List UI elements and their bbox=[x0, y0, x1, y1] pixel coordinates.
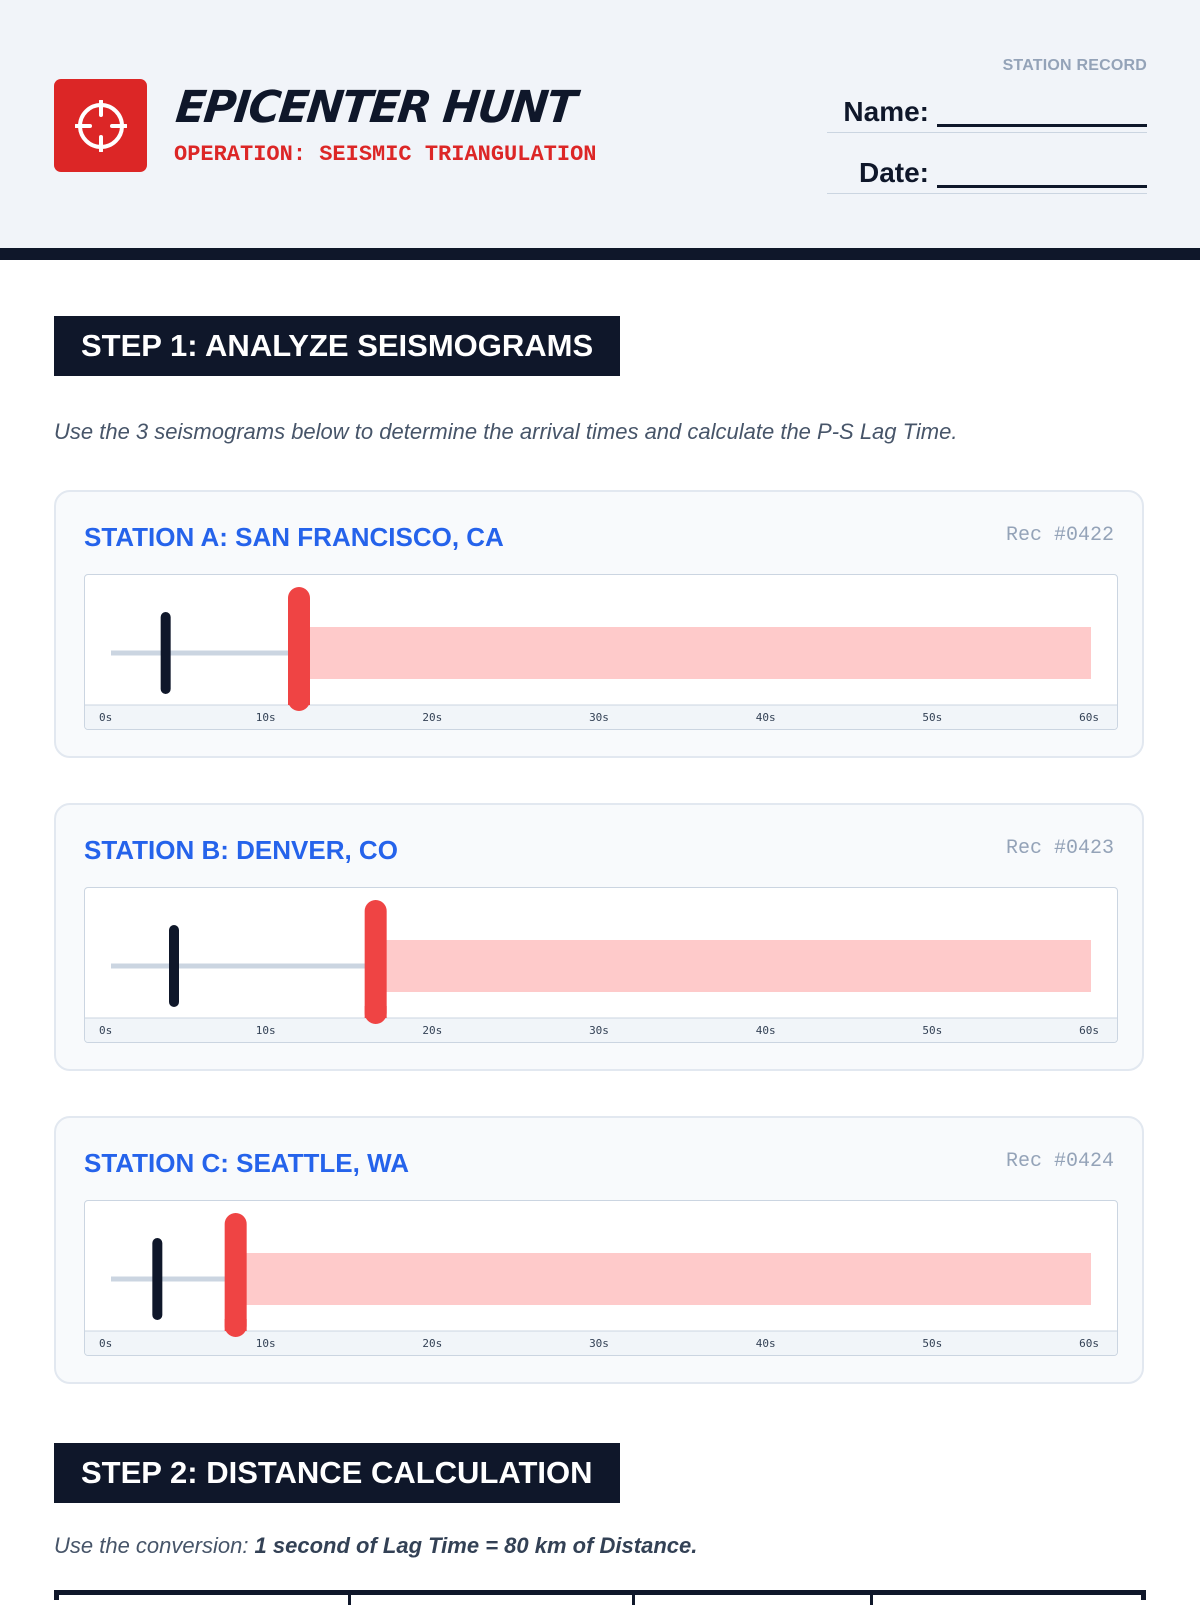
date-field[interactable]: Date: bbox=[827, 153, 1147, 194]
s-wave-band bbox=[235, 1253, 1091, 1305]
s-wave-marker-base bbox=[364, 1006, 387, 1018]
tick-label: 40s bbox=[756, 1024, 776, 1037]
station-card: STATION B: DENVER, CO Rec #0423 0s 10s 20s… bbox=[54, 803, 1144, 1071]
tick-label: 0s bbox=[99, 1024, 112, 1037]
station-record-number: Rec #0423 bbox=[1005, 837, 1114, 860]
s-wave-band bbox=[375, 940, 1092, 992]
s-wave-marker-base bbox=[288, 693, 310, 705]
name-blank-line[interactable] bbox=[937, 98, 1147, 127]
table-column-divider bbox=[870, 1595, 873, 1605]
date-label: Date: bbox=[858, 157, 929, 188]
station-record-number: Rec #0424 bbox=[1005, 1150, 1114, 1173]
s-wave-marker-base bbox=[224, 1319, 247, 1331]
s-wave-marker bbox=[288, 587, 310, 711]
tick-label: 10s bbox=[256, 1337, 276, 1350]
time-axis-strip bbox=[85, 1331, 1117, 1355]
distance-table-top bbox=[54, 1590, 1146, 1605]
s-wave-marker bbox=[224, 1213, 247, 1337]
table-column-divider bbox=[348, 1595, 351, 1605]
station-title: STATION C: SEATTLE, WA bbox=[84, 1148, 409, 1178]
step2-instruction-prefix: Use the conversion: bbox=[54, 1533, 255, 1558]
page-title: EPICENTER HUNT bbox=[173, 82, 578, 133]
tick-label: 30s bbox=[589, 1337, 609, 1350]
table-column-divider bbox=[632, 1595, 635, 1605]
seismogram: 0s 10s 20s 30s 40s 50s 60s bbox=[84, 887, 1118, 1043]
tick-label: 20s bbox=[422, 1024, 442, 1037]
seismogram-plot: 0s 10s 20s 30s 40s 50s 60s bbox=[85, 587, 1117, 729]
seismogram: 0s 10s 20s 30s 40s 50s 60s bbox=[84, 574, 1118, 730]
logo-badge bbox=[54, 79, 147, 172]
tick-label: 30s bbox=[589, 1024, 609, 1037]
tick-label: 10s bbox=[256, 711, 276, 724]
tick-label: 20s bbox=[422, 711, 442, 724]
time-axis-strip bbox=[85, 1018, 1117, 1042]
tick-label: 60s bbox=[1079, 1024, 1099, 1037]
station-card: STATION A: SAN FRANCISCO, CA Rec #0422 0… bbox=[54, 490, 1144, 758]
page-header: EPICENTER HUNT OPERATION: SEISMIC TRIANG… bbox=[0, 0, 1200, 260]
station-record-number: Rec #0422 bbox=[1005, 524, 1114, 547]
crosshair-icon bbox=[74, 99, 127, 152]
tick-label: 0s bbox=[99, 711, 112, 724]
station-title: STATION B: DENVER, CO bbox=[84, 835, 398, 865]
tick-label: 40s bbox=[756, 1337, 776, 1350]
tick-label: 30s bbox=[589, 711, 609, 724]
station-card: STATION C: SEATTLE, WA Rec #0424 0s 10s 20… bbox=[54, 1116, 1144, 1384]
tick-label: 10s bbox=[256, 1024, 276, 1037]
date-blank-line[interactable] bbox=[937, 159, 1147, 188]
time-axis-strip bbox=[85, 705, 1117, 729]
tick-label: 40s bbox=[756, 711, 776, 724]
name-label: Name: bbox=[843, 96, 929, 127]
step1-instruction: Use the 3 seismograms below to determine… bbox=[54, 419, 958, 444]
step1-heading: STEP 1: ANALYZE SEISMOGRAMS bbox=[54, 316, 621, 376]
tick-label: 60s bbox=[1079, 711, 1099, 724]
tick-label: 60s bbox=[1079, 1337, 1099, 1350]
s-wave-marker bbox=[364, 900, 387, 1024]
name-field[interactable]: Name: bbox=[827, 92, 1147, 133]
step2-heading: STEP 2: DISTANCE CALCULATION bbox=[54, 1443, 620, 1503]
tick-label: 0s bbox=[99, 1337, 112, 1350]
step2-conversion-rule: 1 second of Lag Time = 80 km of Distance… bbox=[254, 1533, 698, 1558]
page-subtitle: OPERATION: SEISMIC TRIANGULATION bbox=[174, 142, 597, 167]
tick-label: 50s bbox=[922, 1337, 942, 1350]
step2-instruction: Use the conversion: 1 second of Lag Time… bbox=[54, 1533, 697, 1559]
tick-label: 50s bbox=[922, 1024, 942, 1037]
station-record-label: STATION RECORD bbox=[1002, 57, 1147, 74]
seismogram: 0s 10s 20s 30s 40s 50s 60s bbox=[84, 1200, 1118, 1356]
seismogram-plot: 0s 10s 20s 30s 40s 50s 60s bbox=[85, 900, 1117, 1042]
tick-label: 50s bbox=[922, 711, 942, 724]
seismogram-plot: 0s 10s 20s 30s 40s 50s 60s bbox=[85, 1213, 1117, 1355]
station-title: STATION A: SAN FRANCISCO, CA bbox=[84, 522, 504, 552]
tick-label: 20s bbox=[422, 1337, 442, 1350]
s-wave-band bbox=[299, 627, 1091, 679]
